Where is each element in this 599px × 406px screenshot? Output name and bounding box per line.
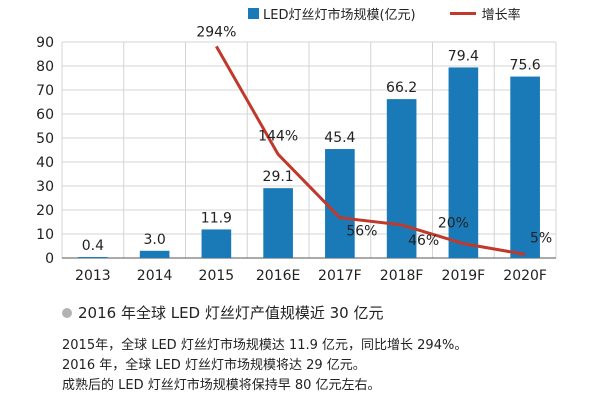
bar-value-label: 75.6 — [510, 58, 541, 74]
x-tick-label: 2017F — [318, 268, 362, 284]
growth-value-label: 294% — [196, 24, 236, 40]
x-axis: 2013 2014 2015 2016E 2017F 2018F 2019F 2020F — [75, 268, 547, 284]
bar — [325, 149, 355, 258]
notes: 2015年，全球 LED 灯丝灯市场规模达 11.9 亿元，同比增长 294%。… — [62, 336, 467, 396]
x-tick-label: 2019F — [442, 268, 486, 284]
caption: 2016 年全球 LED 灯丝灯产值规模近 30 亿元 — [62, 302, 384, 323]
bar — [263, 188, 293, 258]
caption-text: 2016 年全球 LED 灯丝灯产值规模近 30 亿元 — [78, 304, 384, 322]
bullet-icon — [62, 307, 72, 318]
bar — [386, 99, 417, 259]
legend: LED灯丝灯市场规模(亿元) 增长率 — [248, 4, 521, 23]
bar — [510, 76, 540, 258]
chart: 0 10 20 30 40 50 60 70 80 90 0.4 3.0 11.9 29.1 45.4 66… — [36, 24, 557, 284]
note-line: 2016 年，全球 LED 灯丝灯市场规模将达 29 亿元。 — [62, 358, 366, 373]
bar-value-label: 45.4 — [324, 130, 355, 146]
x-tick-label: 2020F — [503, 268, 547, 284]
growth-value-label: 20% — [438, 216, 469, 232]
gridlines — [61, 41, 557, 259]
growth-value-label: 56% — [346, 224, 377, 240]
x-tick-label: 2015 — [199, 268, 235, 284]
y-tick-label: 10 — [36, 227, 54, 243]
x-tick-label: 2016E — [256, 268, 300, 284]
growth-labels: 294% 144% 56% 46%20% 5% — [196, 24, 552, 249]
growth-value-label: 46% — [408, 233, 439, 249]
growth-value-label: 144% — [258, 128, 298, 144]
y-tick-label: 50 — [36, 131, 54, 147]
bar-value-label: 0.4 — [82, 238, 104, 254]
note-line: 成熟后的 LED 灯丝灯市场规模将保持早 80 亿元左右。 — [62, 378, 381, 393]
bar — [139, 250, 170, 258]
growth-line — [215, 45, 526, 256]
bar-value-label: 66.2 — [386, 80, 417, 96]
x-tick-label: 2014 — [137, 268, 173, 284]
x-tick-label: 2013 — [75, 268, 111, 284]
y-tick-label: 90 — [36, 35, 54, 51]
growth-line-path — [215, 45, 526, 256]
y-tick-label: 0 — [45, 251, 54, 267]
y-tick-label: 20 — [36, 203, 54, 219]
y-tick-label: 60 — [36, 107, 54, 123]
growth-value-label: 5% — [530, 230, 552, 246]
bar — [78, 257, 108, 258]
legend-bar-label: LED灯丝灯市场规模(亿元) — [263, 7, 416, 23]
legend-line-label: 增长率 — [481, 7, 521, 23]
x-tick-label: 2018F — [380, 268, 424, 284]
y-tick-label: 70 — [36, 83, 54, 99]
y-tick-label: 30 — [36, 179, 54, 195]
note-line: 2015年，全球 LED 灯丝灯市场规模达 11.9 亿元，同比增长 294%。 — [62, 338, 468, 353]
bar — [448, 67, 479, 258]
bar — [201, 229, 232, 258]
bars — [78, 67, 540, 259]
bar-value-label: 29.1 — [263, 169, 294, 185]
legend-line-swatch — [449, 11, 476, 15]
bar-value-label: 79.4 — [448, 48, 479, 64]
y-tick-label: 80 — [36, 59, 54, 75]
legend-bar-swatch — [248, 7, 259, 19]
bar-labels: 0.4 3.0 11.9 29.1 45.4 66.2 79.4 75.6 — [82, 48, 541, 254]
bar-value-label: 3.0 — [143, 232, 165, 248]
y-tick-label: 40 — [36, 155, 54, 171]
bar-value-label: 11.9 — [201, 210, 232, 226]
y-axis: 0 10 20 30 40 50 60 70 80 90 — [36, 35, 54, 267]
